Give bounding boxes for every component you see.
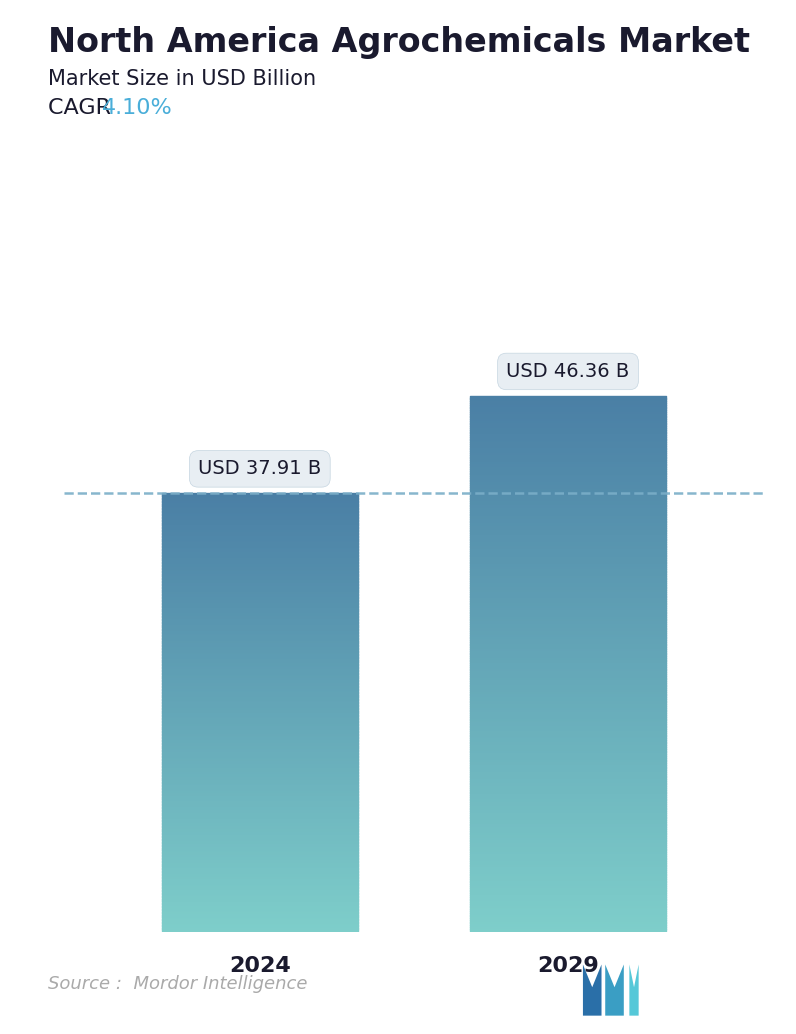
Text: USD 46.36 B: USD 46.36 B xyxy=(506,362,630,381)
Text: 4.10%: 4.10% xyxy=(102,98,173,118)
Polygon shape xyxy=(583,965,602,1015)
Text: North America Agrochemicals Market: North America Agrochemicals Market xyxy=(48,26,750,59)
Text: USD 37.91 B: USD 37.91 B xyxy=(198,459,322,479)
Polygon shape xyxy=(605,965,624,1015)
Text: CAGR: CAGR xyxy=(48,98,118,118)
Polygon shape xyxy=(630,965,638,1015)
Text: Market Size in USD Billion: Market Size in USD Billion xyxy=(48,69,316,89)
Text: Source :  Mordor Intelligence: Source : Mordor Intelligence xyxy=(48,975,307,993)
